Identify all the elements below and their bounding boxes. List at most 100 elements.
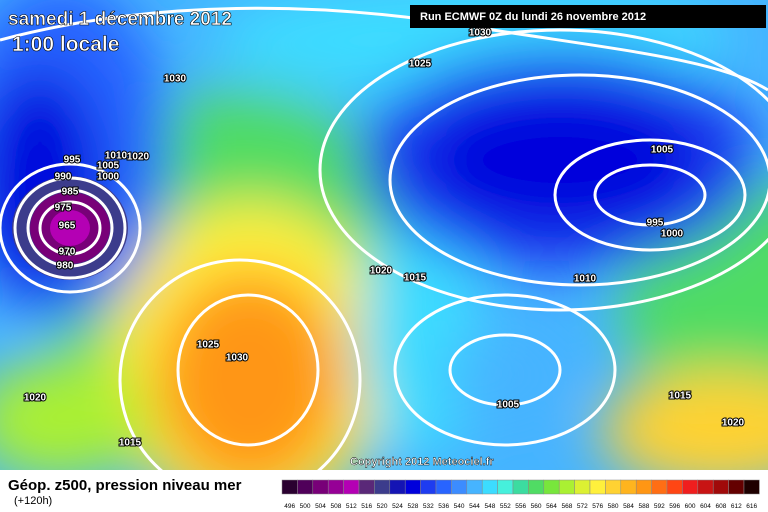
scale-swatch <box>558 479 575 495</box>
isobar-label: 1005 <box>651 145 674 156</box>
scale-label: 536 <box>438 503 449 510</box>
scale-swatch <box>435 479 452 495</box>
isobar-label: 1030 <box>226 353 249 364</box>
isobar-label: 1000 <box>97 172 120 183</box>
isobar-label: 1020 <box>127 152 150 163</box>
run-box <box>410 5 766 28</box>
isobars <box>0 6 768 470</box>
scale-swatch <box>497 479 514 495</box>
scale-swatch <box>451 479 468 495</box>
scale-label: 568 <box>561 503 572 510</box>
scale-label: 508 <box>330 503 341 510</box>
isobar-label: 1030 <box>469 28 492 39</box>
scale-label: 576 <box>592 503 603 510</box>
isobar-label: 1010 <box>105 151 128 162</box>
scale-label: 604 <box>700 503 711 510</box>
scale-swatch <box>620 479 637 495</box>
scale-label: 552 <box>500 503 511 510</box>
isobar-label: 1020 <box>722 418 745 429</box>
scale-label: 596 <box>669 503 680 510</box>
legend-title: Géop. z500, pression niveau mer <box>8 477 242 494</box>
scale-label: 528 <box>407 503 418 510</box>
scale-swatch <box>420 479 437 495</box>
scale-swatch <box>682 479 699 495</box>
isobar-label: 1015 <box>669 391 692 402</box>
isobar-label: 1015 <box>404 273 427 284</box>
title: samedi 1 décembre 2012 <box>8 9 232 30</box>
scale-swatch <box>404 479 421 495</box>
scale-label: 612 <box>731 503 742 510</box>
scale-label: 516 <box>361 503 372 510</box>
isobar-label: 970 <box>59 247 76 258</box>
scale-label: 580 <box>608 503 619 510</box>
isobar-label: 965 <box>59 221 76 232</box>
scale-swatch <box>528 479 545 495</box>
isobar-label: 1020 <box>24 393 47 404</box>
scale-label: 560 <box>531 503 542 510</box>
copyright: Copyright 2012 Meteociel.fr <box>350 456 494 468</box>
scale-swatch <box>605 479 622 495</box>
scale-label: 600 <box>685 503 696 510</box>
scale-label: 616 <box>746 503 757 510</box>
scale-swatch <box>281 479 298 495</box>
scale-swatch <box>712 479 729 495</box>
isobar-label: 980 <box>57 261 74 272</box>
color-scale: 496 500 504 508 512 516 520 524 528 532 536 540 544 5… <box>281 479 760 510</box>
scale-label: 592 <box>654 503 665 510</box>
scale-swatch <box>697 479 714 495</box>
scale-swatch <box>728 479 745 495</box>
isobar-label: 1015 <box>119 438 142 449</box>
scale-swatch <box>543 479 560 495</box>
scale-swatch <box>327 479 344 495</box>
scale-swatch <box>358 479 375 495</box>
run-info: Run ECMWF 0Z du lundi 26 novembre 2012 <box>420 11 646 23</box>
scale-label: 572 <box>577 503 588 510</box>
isobar-label: 995 <box>64 155 81 166</box>
scale-label: 532 <box>423 503 434 510</box>
scale-label: 608 <box>715 503 726 510</box>
scale-swatch <box>481 479 498 495</box>
scale-label: 548 <box>484 503 495 510</box>
isobar-label: 1025 <box>409 59 432 70</box>
isobar-label: 1020 <box>370 266 393 277</box>
scale-swatch <box>574 479 591 495</box>
scale-label: 496 <box>284 503 295 510</box>
scale-swatch <box>635 479 652 495</box>
scale-swatch <box>312 479 329 495</box>
isobar-label: 1005 <box>497 400 520 411</box>
scale-label: 584 <box>623 503 634 510</box>
isobar-label: 1000 <box>661 229 684 240</box>
time: 1:00 locale <box>12 33 119 56</box>
scale-swatch <box>374 479 391 495</box>
scale-label: 544 <box>469 503 480 510</box>
isobar-label: 985 <box>62 187 79 198</box>
scale-swatch <box>589 479 606 495</box>
scale-label: 540 <box>454 503 465 510</box>
scale-swatch <box>666 479 683 495</box>
scale-swatch <box>466 479 483 495</box>
isobar-label: 975 <box>55 203 72 214</box>
scale-label: 564 <box>546 503 557 510</box>
scale-label: 512 <box>346 503 357 510</box>
scale-swatch <box>651 479 668 495</box>
scale-swatch <box>743 479 760 495</box>
scale-label: 504 <box>315 503 326 510</box>
isobar-label: 1025 <box>197 340 220 351</box>
isobar-label: 1030 <box>164 74 187 85</box>
isobar-label: 1005 <box>97 161 120 172</box>
isobar-label: 1010 <box>574 274 597 285</box>
isobar-label: 995 <box>647 218 664 229</box>
legend-subtitle: (+120h) <box>14 495 52 507</box>
scale-label: 520 <box>377 503 388 510</box>
scale-label: 500 <box>300 503 311 510</box>
isobar-label: 990 <box>55 172 72 183</box>
scale-swatch <box>297 479 314 495</box>
scale-label: 588 <box>638 503 649 510</box>
scale-swatch <box>343 479 360 495</box>
scale-label: 556 <box>515 503 526 510</box>
scale-label: 524 <box>392 503 403 510</box>
scale-swatch <box>512 479 529 495</box>
scale-swatch <box>389 479 406 495</box>
